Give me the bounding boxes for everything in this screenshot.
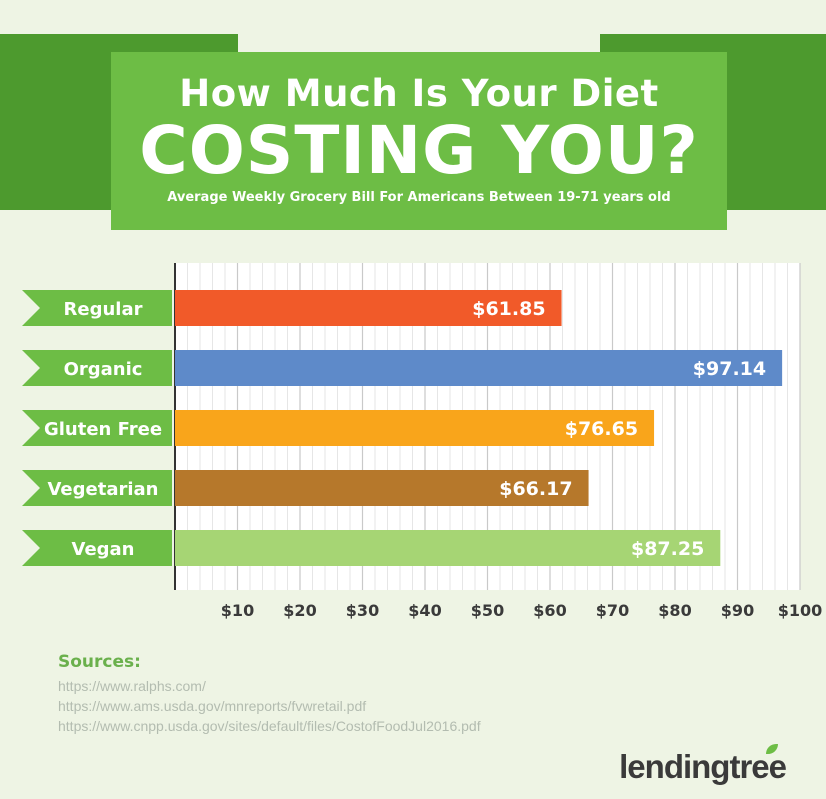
x-tick-label: $40 xyxy=(408,601,441,620)
title-line-1: How Much Is Your Diet xyxy=(179,72,659,115)
x-tick-label: $30 xyxy=(346,601,379,620)
category-label: Vegetarian xyxy=(47,479,158,500)
bar-value-label: $61.85 xyxy=(472,298,545,320)
x-tick-label: $100 xyxy=(778,601,823,620)
sources-heading: Sources: xyxy=(58,652,141,672)
category-label: Regular xyxy=(64,299,143,320)
title-line-2: COSTING YOU? xyxy=(139,112,699,189)
x-tick-label: $80 xyxy=(658,601,691,620)
category-label: Vegan xyxy=(72,539,135,560)
x-tick-label: $20 xyxy=(283,601,316,620)
title-banner: How Much Is Your Diet COSTING YOU? Avera… xyxy=(111,52,727,230)
x-tick-label: $60 xyxy=(533,601,566,620)
source-link[interactable]: https://www.ams.usda.gov/mnreports/fvwre… xyxy=(58,698,367,714)
category-label-ribbon xyxy=(22,470,172,506)
category-label-ribbon xyxy=(22,530,172,566)
source-link[interactable]: https://www.cnpp.usda.gov/sites/default/… xyxy=(58,718,481,734)
source-link[interactable]: https://www.ralphs.com/ xyxy=(58,678,206,694)
bar xyxy=(175,410,655,446)
bar-value-label: $87.25 xyxy=(631,538,704,560)
category-label-ribbon xyxy=(22,410,172,446)
category-label-ribbon xyxy=(22,290,172,326)
x-tick-label: $50 xyxy=(471,601,504,620)
category-label-ribbon xyxy=(22,350,172,386)
x-tick-label: $90 xyxy=(721,601,754,620)
category-label: Organic xyxy=(64,359,143,380)
bar xyxy=(175,530,721,566)
lendingtree-logo: lendingtree xyxy=(619,744,787,786)
logo-text: lendingtree xyxy=(619,748,787,785)
leaf-icon xyxy=(766,744,779,754)
bar-chart: $10 $20 $30 $40 $50 $60 $70 $80 $90 $100 Regular $6… xyxy=(22,263,823,620)
x-tick-label: $70 xyxy=(596,601,629,620)
bar-value-label: $66.17 xyxy=(499,478,572,500)
chart-subtitle: Average Weekly Grocery Bill For American… xyxy=(167,190,671,205)
x-tick-label: $10 xyxy=(221,601,254,620)
category-label: Gluten Free xyxy=(44,419,162,440)
bar-value-label: $76.65 xyxy=(565,418,638,440)
bar xyxy=(175,290,562,326)
bar xyxy=(175,470,589,506)
bar xyxy=(175,350,783,386)
bar-value-label: $97.14 xyxy=(693,358,766,380)
sources-section: Sources: https://www.ralphs.com/ https:/… xyxy=(58,652,481,736)
